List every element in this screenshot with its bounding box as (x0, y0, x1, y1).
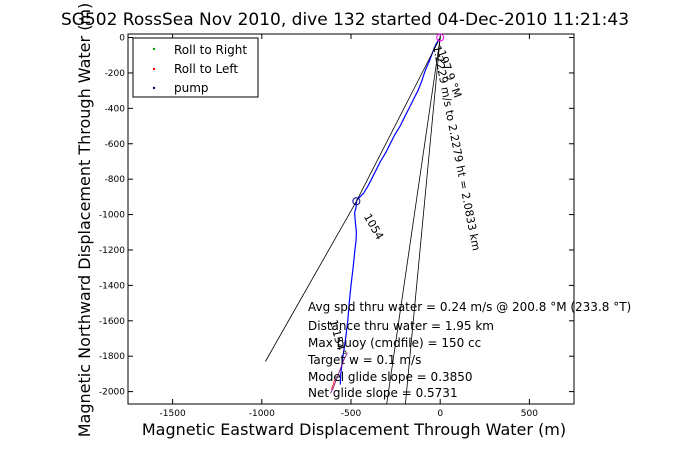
y-tick-label: -600 (105, 140, 126, 150)
info-line-avg-speed: Avg spd thru water = 0.24 m/s @ 200.8 °M… (308, 300, 631, 314)
legend-entry-roll-right: Roll to Right (152, 43, 247, 57)
legend-label-roll-right: Roll to Right (174, 43, 247, 57)
axis-ticks: -1500 -1000 -500 0 500 0 -200 -400 -600 -800 -1000… (99, 34, 574, 419)
x-tick-label: 500 (521, 409, 538, 419)
legend: Roll to Right Roll to Left pump (132, 37, 259, 98)
legend-marker-pump (152, 86, 156, 90)
x-tick-label: -1500 (160, 409, 186, 419)
y-tick-label: -200 (105, 69, 126, 79)
legend-marker-roll-left (152, 67, 156, 71)
legend-label-roll-left: Roll to Left (174, 62, 238, 76)
info-line-net-glide: Net glide slope = 0.5731 (308, 386, 458, 400)
series-line-1 (265, 37, 441, 362)
series-line-4 (331, 379, 336, 390)
y-tick-label: -1000 (99, 211, 125, 221)
y-tick-label: -400 (105, 104, 126, 114)
series-line-2 (386, 37, 441, 405)
point-marker-1 (352, 197, 361, 206)
y-tick-label: -800 (105, 175, 126, 185)
series-line-3 (405, 37, 441, 405)
series-line-0 (339, 37, 441, 385)
info-text-block: Avg spd thru water = 0.24 m/s @ 200.8 °M… (307, 300, 631, 400)
y-tick-label: 0 (119, 34, 125, 44)
x-tick-label: -1000 (249, 409, 275, 419)
y-tick-label: -1200 (99, 246, 125, 256)
info-line-target-w: Target w = 0.1 m/s (307, 353, 421, 367)
info-line-max-buoy: Max buoy (cmdfile) = 150 cc (308, 336, 481, 350)
y-tick-label: -1600 (99, 317, 125, 327)
info-line-model-glide: Model glide slope = 0.3850 (308, 370, 473, 384)
y-tick-label: -1800 (99, 352, 125, 362)
legend-label-pump: pump (174, 81, 209, 95)
chart-title: SG502 RossSea Nov 2010, dive 132 started… (61, 10, 629, 30)
data-layer (265, 33, 445, 405)
x-tick-label: 0 (437, 409, 443, 419)
y-tick-label: -2000 (99, 388, 125, 398)
y-axis-label: Magnetic Northward Displacement Through … (75, 3, 94, 438)
legend-entry-roll-left: Roll to Left (152, 62, 238, 76)
y-tick-label: -1400 (99, 281, 125, 291)
x-axis-label: Magnetic Eastward Displacement Through W… (142, 420, 566, 439)
legend-marker-roll-right (152, 47, 156, 51)
point-marker-0 (436, 33, 445, 42)
x-tick-label: -500 (341, 409, 362, 419)
series-line-5 (330, 352, 348, 394)
info-line-distance: Distance thru water = 1.95 km (308, 319, 494, 333)
legend-entry-pump: pump (152, 81, 209, 95)
